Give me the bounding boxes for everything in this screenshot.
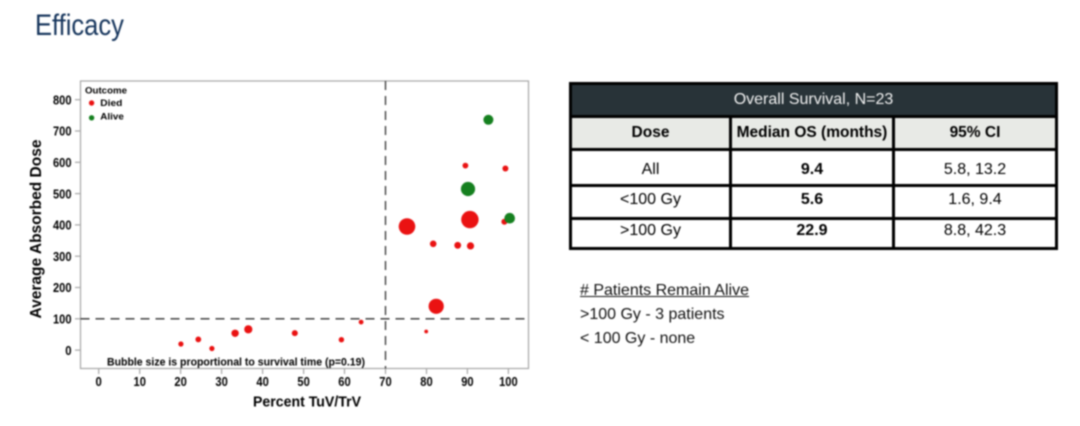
svg-text:Outcome: Outcome: [85, 86, 127, 97]
svg-text:500: 500: [53, 186, 72, 201]
svg-text:200: 200: [53, 280, 72, 295]
svg-text:Average Absorbed Dose: Average Absorbed Dose: [28, 139, 45, 318]
svg-text:90: 90: [461, 374, 473, 389]
svg-text:50: 50: [297, 374, 309, 389]
svg-text:600: 600: [53, 155, 72, 170]
svg-text:60: 60: [338, 374, 350, 389]
svg-text:Percent TuV/TrV: Percent TuV/TrV: [253, 395, 361, 411]
svg-text:100: 100: [499, 374, 518, 389]
svg-text:Bubble size is proportional to: Bubble size is proportional to survival …: [107, 357, 365, 369]
svg-text:800: 800: [53, 92, 72, 107]
svg-text:0: 0: [65, 343, 71, 358]
svg-text:80: 80: [420, 374, 432, 389]
svg-text:700: 700: [53, 124, 72, 139]
svg-text:Died: Died: [100, 98, 122, 109]
svg-text:20: 20: [174, 374, 186, 389]
svg-text:300: 300: [53, 249, 72, 264]
svg-text:Alive: Alive: [100, 111, 124, 122]
svg-text:70: 70: [379, 374, 391, 389]
svg-text:30: 30: [215, 374, 227, 389]
svg-text:400: 400: [53, 218, 72, 233]
svg-text:40: 40: [256, 374, 268, 389]
svg-text:0: 0: [96, 374, 102, 389]
svg-text:10: 10: [134, 374, 146, 389]
svg-text:100: 100: [53, 312, 72, 327]
